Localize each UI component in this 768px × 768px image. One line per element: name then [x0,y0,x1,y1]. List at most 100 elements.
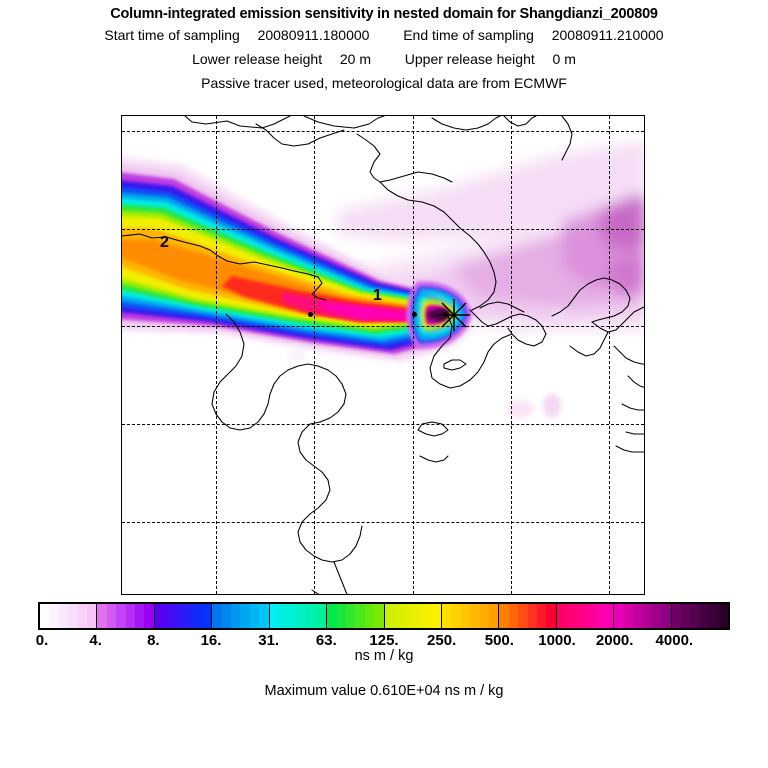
colorbar-band [40,604,98,628]
colorbar-step [671,604,682,628]
colorbar-step [40,604,50,628]
colorbar-step [479,604,489,628]
colorbar-step [422,604,432,628]
plume-field-svg [122,116,644,594]
colorbar-step [718,604,729,628]
colorbar-tick-label: 125. [369,632,399,649]
gridline-vertical [609,116,610,594]
maximum-value-label: Maximum value 0.610E+04 ns m / kg [264,683,504,699]
colorbar-step [527,604,537,628]
colorbar-step [460,604,471,628]
colorbar-step [709,604,719,628]
colorbar-band [327,604,385,628]
colorbar-step [603,604,614,628]
colorbar-step [699,604,710,628]
start-time-value: 20080911.180000 [257,27,370,43]
colorbar-step [441,604,452,628]
colorbar-step [566,604,576,628]
colorbar-step [556,604,567,628]
colorbar-step [116,604,126,628]
colorbar-step [192,604,202,628]
colorbar-step [623,604,634,628]
colorbar-step [470,604,480,628]
colorbar-step [183,604,193,628]
colorbar-step [384,604,394,628]
colorbar-step [316,604,327,628]
tracer-note: Passive tracer used, meteorological data… [201,75,567,91]
colorbar-step [154,604,165,628]
colorbar-step [58,604,69,628]
map-canvas: 2 1 [122,116,644,594]
end-time-label: End time of sampling [403,27,534,43]
start-time-label: Start time of sampling [104,27,240,43]
upper-release-label: Upper release height [404,51,535,67]
colorbar-step [259,604,269,628]
colorbar-band [441,604,500,628]
colorbar-container: 0. 4. 8. 16. 31. 63. 125. 250. 500. 1000. 2000. 400… [36,602,730,649]
colorbar-step [499,604,509,628]
gridline-vertical [511,116,512,594]
colorbar-tick-label: 250. [427,632,457,649]
colorbar-step [106,604,117,628]
colorbar-step [221,604,232,628]
colorbar-step [125,604,136,628]
coastline-paths [122,116,644,594]
colorbar-step [327,604,337,628]
colorbar-tick-label: 8. [147,632,160,649]
colorbar-step [374,604,384,628]
main-plume [122,156,472,362]
colorbar-step [633,604,643,628]
colorbar-tick-label: 2000. [595,632,634,649]
gridline-horizontal [122,522,644,523]
lower-release-label: Lower release height [192,51,323,67]
receptor-dot [412,312,417,317]
gridline-vertical [216,116,217,594]
release-star-icon [438,299,470,331]
colorbar-band [614,604,672,628]
colorbar-step [269,604,280,628]
colorbar-step [364,604,375,628]
colorbar-step [345,604,356,628]
gridline-horizontal [122,424,644,425]
colorbar-step [173,604,184,628]
colorbar-step [144,604,154,628]
colorbar-step [231,604,241,628]
end-time-value: 20080911.210000 [551,27,664,43]
colorbar-step [68,604,78,628]
colorbar-tick-label: 4000. [655,632,694,649]
colorbar-step [240,604,250,628]
colorbar-step [488,604,499,628]
colorbar-step [201,604,212,628]
colorbar-band [269,604,328,628]
colorbar-step [546,604,556,628]
gridline-vertical [314,116,315,594]
colorbar-step [585,604,595,628]
colorbar-step [97,604,107,628]
colorbar-step [451,604,461,628]
colorbar-step [537,604,547,628]
colorbar-step [661,604,671,628]
receptor-dot [308,312,313,317]
colorbar-step [642,604,652,628]
colorbar-tick-label: 500. [484,632,514,649]
colorbar-tick-label: 4. [89,632,102,649]
colorbar [38,602,730,630]
colorbar-step [336,604,346,628]
release-heights-line: Lower release height 20 m Upper release … [0,47,768,71]
gridline-horizontal [122,326,644,327]
colorbar-step [575,604,586,628]
sampling-times-line: Start time of sampling 20080911.180000 E… [0,23,768,47]
colorbar-step [690,604,700,628]
gridline-horizontal [122,131,644,132]
colorbar-band [556,604,615,628]
colorbar-step [393,604,404,628]
colorbar-band [671,604,729,628]
colorbar-step [87,604,97,628]
colorbar-step [49,604,59,628]
colorbar-step [297,604,308,628]
colorbar-tick-labels: 0. 4. 8. 16. 31. 63. 125. 250. 500. 1000. 2000. 400… [36,632,730,654]
colorbar-step [77,604,88,628]
colorbar-band [212,604,270,628]
colorbar-step [135,604,145,628]
